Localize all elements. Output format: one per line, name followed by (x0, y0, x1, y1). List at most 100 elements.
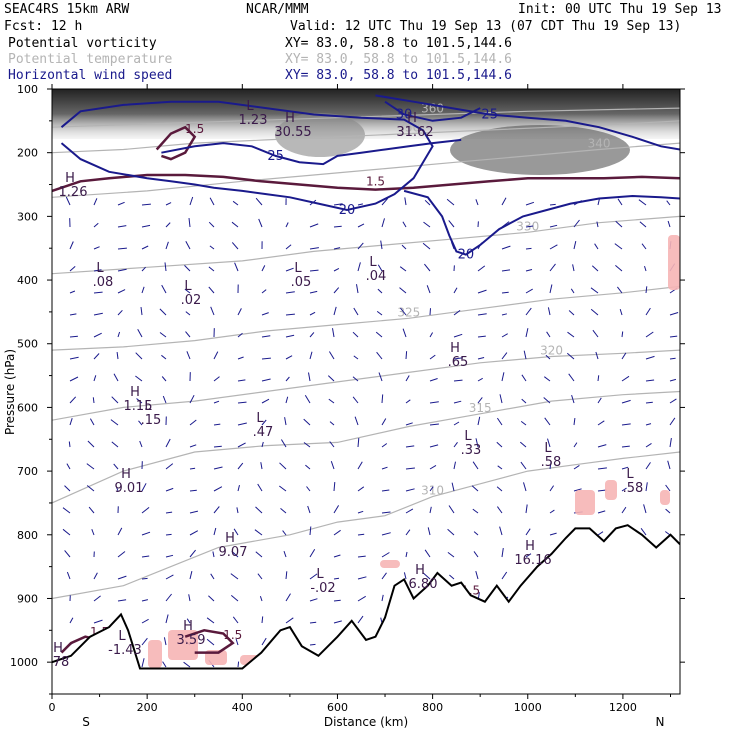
wind-vector-glyph (405, 445, 415, 448)
valid-time: Valid: 12 UTC Thu 19 Sep 13 (07 CDT Thu … (290, 19, 681, 34)
wind-vector-glyph (333, 577, 340, 580)
extremum-value: 1.26 (59, 185, 88, 200)
wind-vector-glyph (525, 504, 528, 514)
y-tick-label: 200 (17, 147, 38, 160)
wind-vector-glyph (547, 438, 551, 448)
wind-vector-glyph (309, 573, 318, 580)
wind-vector-glyph (309, 223, 319, 228)
wind-vector-glyph (165, 241, 169, 250)
wind-vector-glyph (333, 203, 343, 206)
wind-vector-glyph (189, 570, 193, 580)
extremum-marker: H (225, 531, 235, 546)
wind-vector-glyph (303, 442, 311, 448)
wind-vector-glyph (189, 444, 197, 448)
wind-vector-glyph (357, 510, 364, 514)
wind-vector-glyph (165, 487, 174, 492)
wind-vector-glyph (117, 575, 127, 580)
wind-vector-glyph (165, 202, 172, 206)
wind-vector-glyph (69, 418, 73, 426)
theta-contour-label: 320 (540, 343, 563, 357)
wind-vector-glyph (595, 351, 599, 360)
wind-vector-glyph (117, 268, 127, 272)
extremum-value: 31.62 (396, 125, 433, 140)
wind-vector-glyph (213, 423, 221, 426)
wind-vector-glyph (621, 487, 627, 492)
wind-vector-glyph (644, 265, 647, 272)
wind-vector-glyph (519, 441, 527, 448)
wind-vector-glyph (68, 441, 71, 448)
wind-vector-glyph (140, 307, 143, 316)
wind-vector-glyph (115, 486, 119, 492)
wind-vector-glyph (525, 553, 532, 558)
wind-vector-glyph (213, 466, 223, 470)
extremum-value: .33 (461, 443, 482, 458)
wind-vector-glyph (424, 199, 431, 206)
wind-vector-glyph (259, 596, 263, 602)
extremum-marker: H (121, 467, 131, 482)
wind-vector-glyph (621, 423, 631, 426)
wind-vector-glyph (453, 421, 460, 426)
wind-vector-glyph (141, 637, 148, 646)
wind-vector-glyph (617, 198, 623, 206)
wind-vector-glyph (597, 375, 600, 382)
wind-vector-glyph (309, 247, 319, 250)
extremum-value: .58 (623, 481, 644, 496)
wind-vector-glyph (403, 572, 407, 580)
extremum-value: -.02 (310, 581, 335, 596)
wind-vector-glyph (357, 203, 364, 206)
wind-vector-glyph (501, 197, 507, 206)
wind-vector-glyph (596, 221, 599, 228)
wind-vector-glyph (333, 287, 340, 294)
wind-vector-glyph (117, 331, 121, 338)
wind-vector-glyph (329, 421, 335, 426)
wind-vector-glyph (309, 269, 319, 272)
wind-vector-glyph (572, 264, 575, 272)
extremum-marker: L (184, 279, 192, 294)
wind-vector-glyph (279, 462, 287, 470)
shaded-cell (605, 480, 617, 500)
wind-vector-glyph (93, 572, 98, 580)
wind-vector-glyph (309, 351, 313, 360)
wind-vector-glyph (669, 378, 677, 382)
wind-vector-glyph (501, 548, 504, 558)
wind-speed-contour (161, 138, 462, 166)
wind-vector-glyph (183, 661, 191, 668)
wind-vector-glyph (499, 526, 503, 536)
wind-vector-glyph (285, 222, 289, 228)
wind-vector-glyph (381, 511, 391, 514)
wind-vector-glyph (333, 554, 341, 558)
wind-vector-glyph (92, 397, 95, 404)
wind-vector-glyph (232, 200, 239, 206)
wind-vector-glyph (475, 199, 479, 206)
wind-vector-glyph (525, 269, 533, 272)
wind-vector-glyph (549, 263, 556, 272)
extremum-marker: L (118, 629, 126, 644)
wind-vector-glyph (188, 594, 191, 602)
x-tick-label: 400 (232, 701, 253, 714)
wind-vector-glyph (261, 289, 267, 294)
wind-vector-glyph (280, 508, 287, 514)
wind-vector-glyph (453, 461, 456, 470)
wind-vector-glyph (141, 658, 145, 668)
x-tick-label: 0 (49, 701, 56, 714)
x-axis-label: Distance (km) (324, 715, 408, 729)
wind-vector-glyph (141, 483, 147, 492)
terrain-outline (52, 524, 680, 670)
wind-vector-glyph (665, 531, 671, 536)
wind-vector-glyph (305, 464, 311, 470)
wind-vector-glyph (237, 332, 243, 338)
wind-vector-glyph (549, 203, 556, 206)
wind-vector-glyph (209, 197, 215, 206)
wind-vector-glyph (213, 376, 220, 382)
extremum-value: 78 (53, 655, 70, 670)
shaded-cell (575, 490, 595, 515)
wind-vector-glyph (285, 291, 295, 294)
wind-vector-glyph (523, 350, 527, 360)
wind-vector-glyph (332, 328, 335, 338)
wind-vector-glyph (353, 355, 359, 360)
wind-vector-glyph (141, 203, 151, 206)
wind-vector-glyph (669, 417, 676, 426)
wind-vector-glyph (477, 416, 481, 426)
wind-vector-glyph (285, 334, 295, 338)
